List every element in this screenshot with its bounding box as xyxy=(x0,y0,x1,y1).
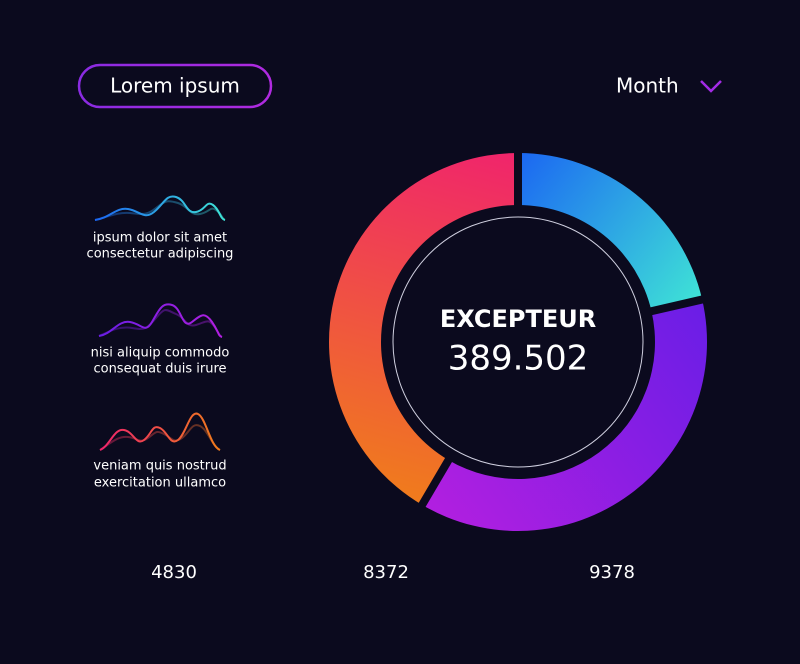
wave xyxy=(94,195,226,221)
item-text: exercitation ullamco xyxy=(94,476,226,491)
item-text: consequat duis irure xyxy=(93,362,226,377)
center-value: 389.502 xyxy=(448,339,589,379)
wave xyxy=(99,412,221,451)
segment-gap xyxy=(648,295,706,316)
dropdown-label[interactable]: Month xyxy=(616,74,679,98)
wave xyxy=(98,303,223,338)
button[interactable] xyxy=(77,63,273,109)
dropdown-chevron[interactable] xyxy=(700,80,722,93)
item-text: consectetur adipiscing xyxy=(87,247,234,262)
button-label[interactable]: Lorem ipsum xyxy=(110,74,240,98)
item-text: nisi aliquip commodo xyxy=(91,346,230,361)
value-label: 9378 xyxy=(589,562,635,583)
donut-segment xyxy=(329,153,518,505)
center-title: EXCEPTEUR xyxy=(440,305,596,333)
inner-circle xyxy=(392,216,644,468)
segment-gap xyxy=(417,456,453,509)
value-label: 4830 xyxy=(151,562,197,583)
item-text: ipsum dolor sit amet xyxy=(93,231,227,246)
donut-segment xyxy=(518,153,703,312)
item-text: veniam quis nostrud xyxy=(93,459,226,474)
donut-segment xyxy=(422,299,707,531)
value-label: 8372 xyxy=(363,562,409,583)
